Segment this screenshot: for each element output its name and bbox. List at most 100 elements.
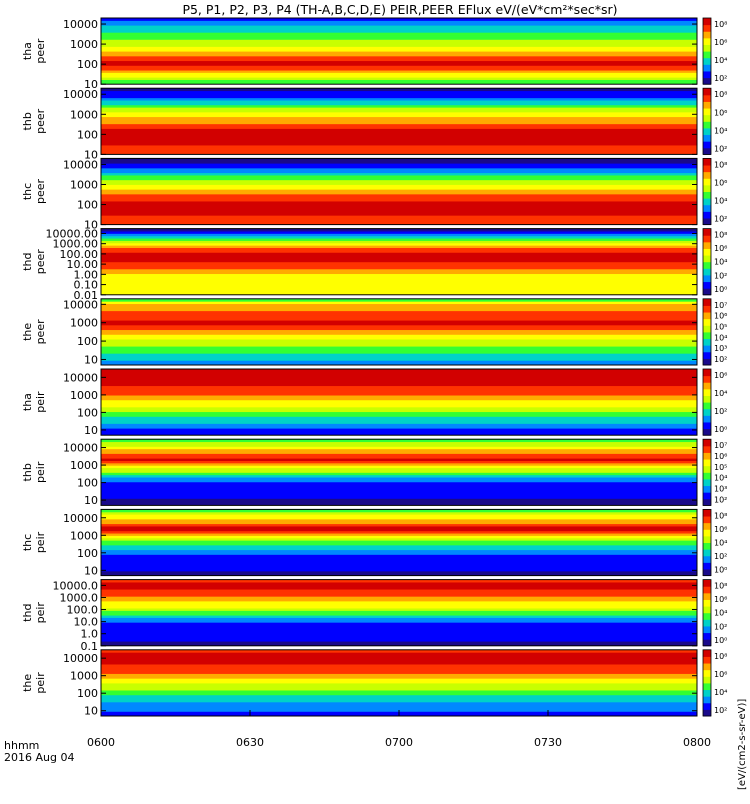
y-axis-label-product: peer [34,319,47,345]
energy-row [101,411,697,415]
energy-row [101,462,697,466]
colorbar-segment [703,171,711,179]
colorbar-tick-label: 10⁶ [714,38,727,47]
energy-row [101,430,697,434]
colorbar-tick-label: 10⁸ [714,231,727,240]
colorbar-frame [702,17,712,85]
energy-row [101,123,697,127]
spectrogram-body [101,158,697,225]
colorbar-segment [703,439,711,447]
y-axis-label-product: peer [34,179,47,205]
energy-row [101,631,697,635]
energy-row [101,624,697,628]
energy-row [101,661,697,665]
energy-row [101,275,697,279]
colorbar-tick-label: 10⁸ [714,90,727,99]
colorbar-segment [703,568,711,577]
energy-row [101,88,697,92]
panel-tha-peir: 10000 1000 100 10 tha peir 10⁶ 10⁴ 10² 10⁰ [21,368,727,437]
y-tick-label: 10 [84,494,98,507]
colorbar-tick-label: 10² [714,622,727,631]
energy-row [101,432,697,436]
energy-row [101,109,697,113]
energy-row [101,385,697,389]
colorbar-segment [703,516,711,524]
energy-row [101,598,697,602]
colorbar-segment [703,235,711,243]
colorbar-segment [703,204,711,212]
energy-row [101,308,697,312]
colorbar-segment [703,382,711,390]
colorbar-tick-label: 10² [714,74,727,83]
energy-row [101,544,697,548]
energy-row [101,380,697,384]
energy-row [101,208,697,211]
energy-row [101,469,697,473]
energy-row [101,387,697,391]
energy-row [101,559,697,562]
energy-row [101,135,697,139]
spectrogram-body [101,228,697,295]
energy-row [101,701,697,705]
energy-row [101,242,697,246]
energy-row [101,160,697,164]
energy-row [101,453,697,457]
energy-row [101,566,697,570]
energy-row [101,692,697,696]
colorbar-segment [703,228,711,236]
y-axis-label-probe: thd [21,604,34,622]
y-tick-label: 10 [84,219,98,232]
colorbar-tick-label: 10⁴ [714,474,727,483]
colorbar-segment [703,375,711,383]
colorbar-frame [702,228,712,296]
energy-row [101,217,697,221]
energy-row [101,346,697,349]
energy-row [101,542,697,546]
energy-row [101,36,697,40]
y-tick-label: 1000.0 [60,591,99,604]
energy-row [101,652,697,656]
energy-row [101,607,697,611]
y-tick-label: 0.01 [74,289,99,302]
colorbar-segment [703,184,711,192]
energy-row [101,70,697,73]
colorbar-segment [703,165,711,173]
colorbar-segment [703,305,711,313]
energy-row [101,439,697,443]
y-tick-label: 10.0 [74,616,99,629]
energy-row [101,629,697,633]
energy-row [101,107,697,110]
energy-row [101,118,697,122]
colorbar-frame [702,368,712,436]
colorbar-segment [703,281,711,289]
colorbar-tick-label: 10⁶ [714,108,727,117]
y-tick-label: 10000.0 [53,579,99,592]
energy-row [101,324,697,328]
energy-row [101,656,697,660]
colorbar-segment [703,312,711,320]
colorbar-segment [703,428,711,436]
energy-row [101,678,697,682]
colorbar-tick-label: 10² [714,355,727,364]
energy-row [101,25,697,28]
colorbar-segment [703,408,711,416]
energy-row [101,706,697,710]
energy-row [101,491,697,495]
colorbar-thb-peer: 10⁸ 10⁶ 10⁴ 10² [702,87,727,155]
energy-row [101,675,697,679]
colorbar-tick-label: 10⁵ [714,322,727,331]
energy-row [101,641,697,644]
y-tick-label: 100 [77,547,98,560]
colorbar-frame [702,649,712,717]
energy-row [101,266,697,270]
energy-row [101,271,697,275]
energy-row [101,455,697,459]
energy-row [101,474,697,478]
energy-row [101,666,697,670]
x-tick-label: 0800 [683,736,711,749]
y-axis-label-probe: the [21,674,34,692]
colorbar-segment [703,325,711,333]
y-tick-label: 100 [77,58,98,71]
